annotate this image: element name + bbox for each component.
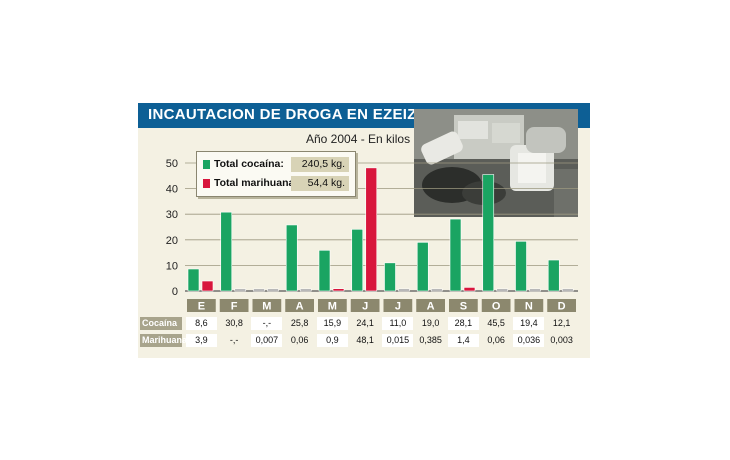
x-tick-label: D bbox=[558, 301, 566, 313]
x-category-box bbox=[252, 299, 282, 312]
cocaina-cell: 24,1 bbox=[349, 317, 381, 330]
legend-total-cocaina: 240,5 kg. bbox=[291, 157, 349, 172]
bar-marihuana-4 bbox=[332, 288, 345, 292]
chart-subtitle: Año 2004 - En kilos bbox=[306, 132, 411, 146]
x-tick-label: N bbox=[525, 301, 533, 313]
x-category-box bbox=[285, 299, 314, 312]
bar-marihuana-7 bbox=[430, 288, 443, 292]
x-category-box bbox=[449, 299, 478, 312]
cocaina-cell: 19,0 bbox=[415, 317, 447, 330]
marihuana-cell: 0,06 bbox=[284, 334, 316, 347]
marihuana-cell: 0,003 bbox=[546, 334, 578, 347]
legend-item-cocaina: Total cocaína: 240,5 kg. bbox=[203, 157, 351, 173]
marihuana-cell: 3,9 bbox=[185, 334, 217, 347]
bar-marihuana-3 bbox=[299, 288, 312, 292]
x-category-box bbox=[318, 299, 347, 312]
cocaina-cell: 15,9 bbox=[316, 317, 348, 330]
table-row-cocaina: Cocaína 8,6 30,8 -,- 25,8 15,9 24,1 11,0 19,0 28… bbox=[138, 317, 590, 331]
cocaina-cell: -,- bbox=[251, 317, 283, 330]
x-category-box bbox=[350, 299, 380, 312]
marihuana-cell: 0,06 bbox=[480, 334, 512, 347]
bar-cocaína-9 bbox=[482, 174, 495, 292]
marihuana-cell: 0,015 bbox=[382, 334, 414, 347]
marihuana-cell: 48,1 bbox=[349, 334, 381, 347]
legend-item-marihuana: Total marihuana: 54,4 kg. bbox=[203, 176, 351, 192]
cocaina-cell: 30,8 bbox=[218, 317, 250, 330]
bar-cocaína-5 bbox=[351, 229, 364, 292]
bar-cocaína-7 bbox=[416, 242, 429, 292]
bar-marihuana-11 bbox=[561, 288, 574, 292]
legend-swatch-marihuana bbox=[203, 179, 210, 188]
bar-marihuana-6 bbox=[398, 288, 410, 292]
row-label-marihuana: Marihuana bbox=[140, 334, 188, 347]
bar-marihuana-10 bbox=[529, 288, 541, 292]
marihuana-cell: -,- bbox=[218, 334, 250, 347]
chart-title: INCAUTACION DE DROGA EN EZEIZA bbox=[148, 106, 428, 123]
x-category-box bbox=[547, 299, 576, 312]
cocaina-cell: 45,5 bbox=[480, 317, 512, 330]
x-category-box bbox=[481, 299, 511, 312]
bar-marihuana-8 bbox=[463, 287, 476, 292]
bar-cocaína-1 bbox=[220, 211, 233, 292]
marihuana-cell: 0,385 bbox=[415, 334, 447, 347]
bar-cocaína-4 bbox=[318, 249, 331, 292]
bar-cocaína-0 bbox=[187, 268, 200, 292]
chart-card: INCAUTACION DE DROGA EN EZEIZA Año 2004 … bbox=[138, 103, 590, 358]
cocaina-cell: 12,1 bbox=[546, 317, 578, 330]
table-row-marihuana: Marihuana 3,9 -,- 0,007 0,06 0,9 48,1 0,015 0,3… bbox=[138, 334, 590, 348]
bar-marihuana-9 bbox=[496, 288, 509, 292]
bar-marihuana-2 bbox=[267, 288, 279, 292]
x-tick-label: O bbox=[492, 301, 501, 313]
x-category-box bbox=[383, 299, 413, 312]
bar-cocaína-6 bbox=[384, 262, 396, 292]
y-tick-label: 30 bbox=[166, 209, 178, 221]
x-tick-label: J bbox=[395, 301, 401, 313]
legend: Total cocaína: 240,5 kg. Total marihuana… bbox=[196, 151, 356, 197]
bar-chart: 0 10 20 30 40 50 E F M A M J J A S O N D bbox=[166, 158, 578, 313]
x-tick-label: J bbox=[362, 301, 368, 313]
cocaina-cell: 19,4 bbox=[513, 317, 545, 330]
x-category-box bbox=[416, 299, 445, 312]
x-tick-label: E bbox=[198, 301, 205, 313]
bar-cocaína-11 bbox=[547, 259, 560, 292]
x-tick-label: M bbox=[328, 301, 337, 313]
x-tick-label: F bbox=[231, 301, 238, 313]
x-category-box bbox=[219, 299, 249, 312]
y-tick-label: 10 bbox=[166, 260, 178, 272]
marihuana-cell: 1,4 bbox=[447, 334, 479, 347]
legend-total-marihuana: 54,4 kg. bbox=[291, 176, 349, 191]
x-category-box bbox=[187, 299, 216, 312]
bar-cocaína-3 bbox=[285, 224, 298, 292]
y-tick-label: 0 bbox=[172, 286, 178, 298]
bar-marihuana-0 bbox=[201, 280, 214, 292]
y-tick-label: 40 bbox=[166, 184, 178, 196]
cocaina-cell: 8,6 bbox=[185, 317, 217, 330]
y-tick-label: 50 bbox=[166, 158, 178, 170]
x-tick-label: A bbox=[296, 301, 304, 313]
marihuana-cell: 0,036 bbox=[513, 334, 545, 347]
cocaina-cell: 28,1 bbox=[447, 317, 479, 330]
y-tick-label: 20 bbox=[166, 235, 178, 247]
marihuana-cell: 0,007 bbox=[251, 334, 283, 347]
legend-label-marihuana: Total marihuana: bbox=[214, 177, 298, 189]
legend-label-cocaina: Total cocaína: bbox=[214, 158, 284, 170]
bar-cocaína-10 bbox=[515, 241, 527, 292]
cocaina-cell: 11,0 bbox=[382, 317, 414, 330]
x-tick-label: A bbox=[427, 301, 435, 313]
legend-swatch-cocaina bbox=[203, 160, 210, 169]
bar-cocaína-2 bbox=[253, 288, 265, 292]
row-label-cocaina: Cocaína bbox=[140, 317, 182, 330]
marihuana-cell: 0,9 bbox=[316, 334, 348, 347]
x-tick-label: M bbox=[262, 301, 271, 313]
bar-marihuana-1 bbox=[234, 288, 247, 292]
x-tick-label: S bbox=[460, 301, 467, 313]
cocaina-cell: 25,8 bbox=[284, 317, 316, 330]
bar-marihuana-5 bbox=[365, 167, 378, 292]
bar-cocaína-8 bbox=[449, 218, 462, 292]
x-category-box bbox=[514, 299, 544, 312]
